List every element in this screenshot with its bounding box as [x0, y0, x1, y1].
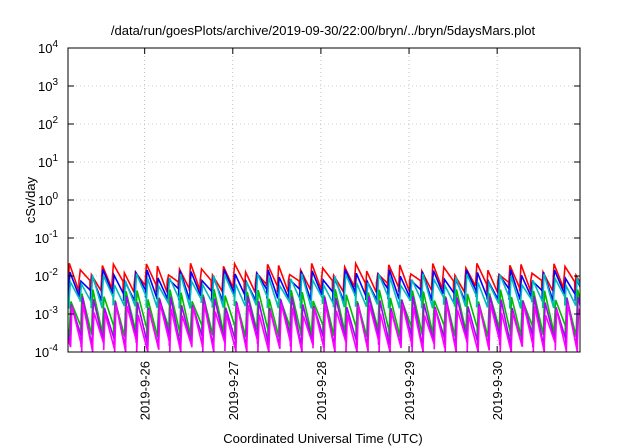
- data-series-line: [68, 273, 580, 309]
- y-tick-label: 102: [38, 115, 58, 132]
- x-tick-label: 2019-9-27: [226, 361, 241, 420]
- y-tick-label: 101: [38, 153, 58, 170]
- data-series-line: [68, 269, 580, 302]
- y-tick-label: 10-2: [35, 267, 59, 284]
- axis-ticks: 10-4 10-3 10-2 10-1 100 101 102 103 104 2019-9-26…: [35, 39, 580, 420]
- y-tick-label: 10-3: [35, 305, 59, 322]
- chart-title: /data/run/goesPlots/archive/2019-09-30/2…: [111, 23, 536, 38]
- y-tick-label: 103: [38, 77, 58, 94]
- y-tick-label: 100: [38, 191, 58, 208]
- x-tick-label: 2019-9-30: [490, 361, 505, 420]
- y-tick-label: 10-1: [35, 229, 59, 246]
- data-series-group: [68, 260, 580, 352]
- x-tick-label: 2019-9-28: [314, 361, 329, 420]
- x-tick-label: 2019-9-26: [138, 361, 153, 420]
- data-series-line: [68, 260, 580, 296]
- x-tick-label: 2019-9-29: [402, 361, 417, 420]
- data-series-line: [68, 303, 580, 352]
- x-axis-label: Coordinated Universal Time (UTC): [223, 431, 422, 446]
- y-tick-label: 10-4: [35, 343, 59, 360]
- y-tick-label: 104: [38, 39, 58, 56]
- y-axis-label: cSv/day: [23, 176, 38, 223]
